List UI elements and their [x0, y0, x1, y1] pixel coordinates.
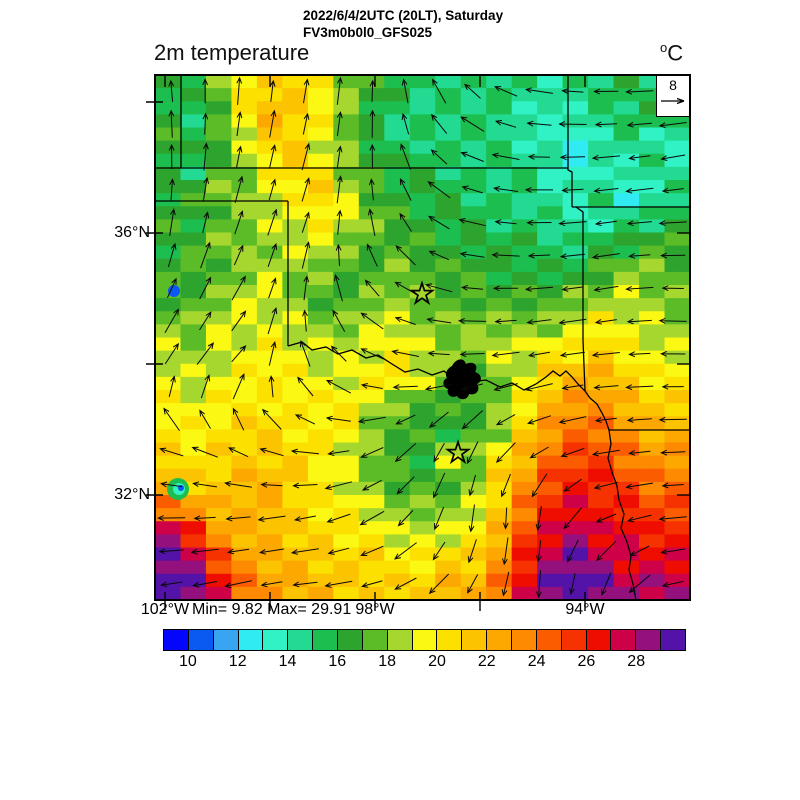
city-star-markers — [408, 280, 472, 465]
colorbar-cell — [487, 630, 513, 650]
map-frame — [154, 74, 691, 601]
colorbar-cell — [462, 630, 488, 650]
star-marker — [408, 280, 436, 306]
colorbar-cell — [636, 630, 662, 650]
colorbar-cell — [213, 630, 239, 650]
colorbar-cell — [536, 630, 562, 650]
colorbar-tick-label: 26 — [577, 653, 596, 670]
colorbar-cell — [313, 630, 339, 650]
star-marker — [444, 439, 472, 465]
colorbar-tick-label: 10 — [178, 653, 197, 670]
colorbar-cell — [437, 630, 463, 650]
colorbar-tick-label: 20 — [428, 653, 446, 670]
colorbar-cell — [164, 630, 189, 650]
reference-arrow-icon — [661, 97, 685, 105]
colorbar-tick-label: 22 — [477, 653, 496, 670]
temperature-field — [155, 75, 690, 600]
colorbar-tick-label: 28 — [627, 653, 646, 670]
field-label: 2m temperature — [154, 40, 310, 65]
colorbar-cell — [512, 630, 537, 650]
colorbar-tick-label: 24 — [527, 653, 546, 670]
lon-tick-label: 94°W — [565, 601, 605, 618]
colorbar-cell — [387, 630, 413, 650]
plot-title-model: FV3m0b0l0_GFS025 — [303, 25, 433, 40]
wind-reference-value: 8 — [669, 77, 677, 93]
colorbar-tick-label: 14 — [278, 653, 297, 670]
colorbar-cell — [188, 630, 214, 650]
colorbar-tick-label: 16 — [328, 653, 347, 670]
colorbar-cell — [263, 630, 289, 650]
cold-spot — [168, 285, 180, 297]
colorbar-cell — [561, 630, 587, 650]
lat-tick-label: 32°N — [114, 486, 150, 503]
lon-tick-label: 102°W — [140, 601, 190, 618]
colorbar-cell — [238, 630, 264, 650]
colorbar-tick-label: 12 — [228, 653, 247, 670]
units-main: C — [667, 40, 684, 66]
colorbar-cell — [586, 630, 612, 650]
colorbar-cell — [338, 630, 363, 650]
state-borders — [155, 75, 690, 600]
lat-tick-label: 36°N — [114, 224, 150, 241]
colorbar-tick-label: 18 — [378, 653, 396, 670]
wind-reference-box: 8 — [656, 75, 690, 117]
units-label: oC — [660, 40, 683, 66]
minmax-stats: Min= 9.82 Max= 29.91 — [192, 601, 352, 618]
colorbar-cell — [412, 630, 438, 650]
units-sup: o — [660, 40, 668, 55]
colorbar-cell — [611, 630, 637, 650]
wind-vectors — [156, 76, 687, 599]
colorbar-cell — [288, 630, 314, 650]
colorbar-cell — [661, 630, 686, 650]
colorbar — [163, 629, 686, 651]
colorbar-cell — [362, 630, 388, 650]
plot-title-datetime: 2022/6/4/2UTC (20LT), Saturday — [303, 8, 504, 23]
lake-marker — [443, 359, 481, 400]
lon-tick-label: 98°W — [355, 601, 395, 618]
